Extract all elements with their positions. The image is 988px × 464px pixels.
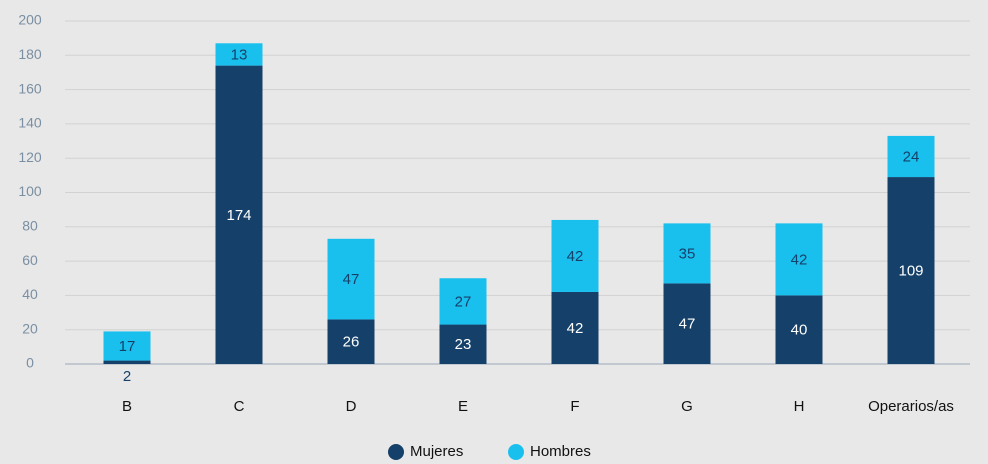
data-label: 47 bbox=[343, 271, 360, 288]
x-tick-label: G bbox=[681, 398, 693, 415]
data-label: 23 bbox=[455, 336, 472, 353]
data-label: 40 bbox=[791, 322, 808, 339]
y-tick-label: 100 bbox=[18, 183, 42, 199]
y-tick-label: 80 bbox=[22, 218, 38, 234]
data-label: 13 bbox=[231, 46, 248, 63]
y-tick-label: 180 bbox=[18, 46, 42, 62]
y-tick-label: 60 bbox=[22, 252, 38, 268]
y-tick-label: 40 bbox=[22, 286, 38, 302]
bar-segment bbox=[663, 283, 711, 364]
y-tick-label: 200 bbox=[18, 12, 42, 28]
y-tick-label: 0 bbox=[26, 355, 34, 371]
data-label: 2 bbox=[123, 368, 131, 385]
bar-segment bbox=[551, 291, 599, 364]
bar-segment bbox=[887, 177, 935, 364]
legend-marker bbox=[508, 444, 524, 460]
bar-segment bbox=[327, 238, 375, 320]
data-label: 26 bbox=[343, 334, 360, 351]
legend-label: Hombres bbox=[530, 443, 591, 460]
y-tick-label: 140 bbox=[18, 115, 42, 131]
y-tick-label: 20 bbox=[22, 320, 38, 336]
x-tick-label: Operarios/as bbox=[868, 398, 954, 415]
x-tick-label: E bbox=[458, 398, 468, 415]
x-tick-label: B bbox=[122, 398, 132, 415]
legend-label: Mujeres bbox=[410, 443, 463, 460]
data-label: 17 bbox=[119, 338, 136, 355]
legend-marker bbox=[388, 444, 404, 460]
bar-segment bbox=[327, 319, 375, 364]
x-tick-label: D bbox=[346, 398, 357, 415]
x-tick-label: H bbox=[794, 398, 805, 415]
data-label: 174 bbox=[226, 207, 251, 224]
y-tick-label: 160 bbox=[18, 80, 42, 96]
bar-segment bbox=[439, 324, 487, 364]
data-label: 47 bbox=[679, 316, 696, 333]
bar-segment bbox=[215, 43, 263, 66]
bar-segment bbox=[775, 295, 823, 364]
data-label: 42 bbox=[567, 248, 584, 265]
bar-segment bbox=[663, 223, 711, 284]
bar-segment bbox=[439, 278, 487, 325]
data-label: 42 bbox=[567, 320, 584, 337]
data-label: 42 bbox=[791, 251, 808, 268]
bar-segment bbox=[103, 360, 151, 364]
x-tick-label: C bbox=[234, 398, 245, 415]
data-label: 109 bbox=[898, 263, 923, 280]
bar-segment bbox=[551, 219, 599, 292]
bar-segment bbox=[887, 135, 935, 178]
bar-segment bbox=[103, 331, 151, 361]
data-label: 24 bbox=[903, 148, 920, 165]
data-label: 35 bbox=[679, 245, 696, 262]
data-label: 27 bbox=[455, 293, 472, 310]
bar-segment bbox=[775, 223, 823, 296]
y-tick-label: 120 bbox=[18, 149, 42, 165]
bar-segment bbox=[215, 65, 263, 364]
x-tick-label: F bbox=[570, 398, 579, 415]
